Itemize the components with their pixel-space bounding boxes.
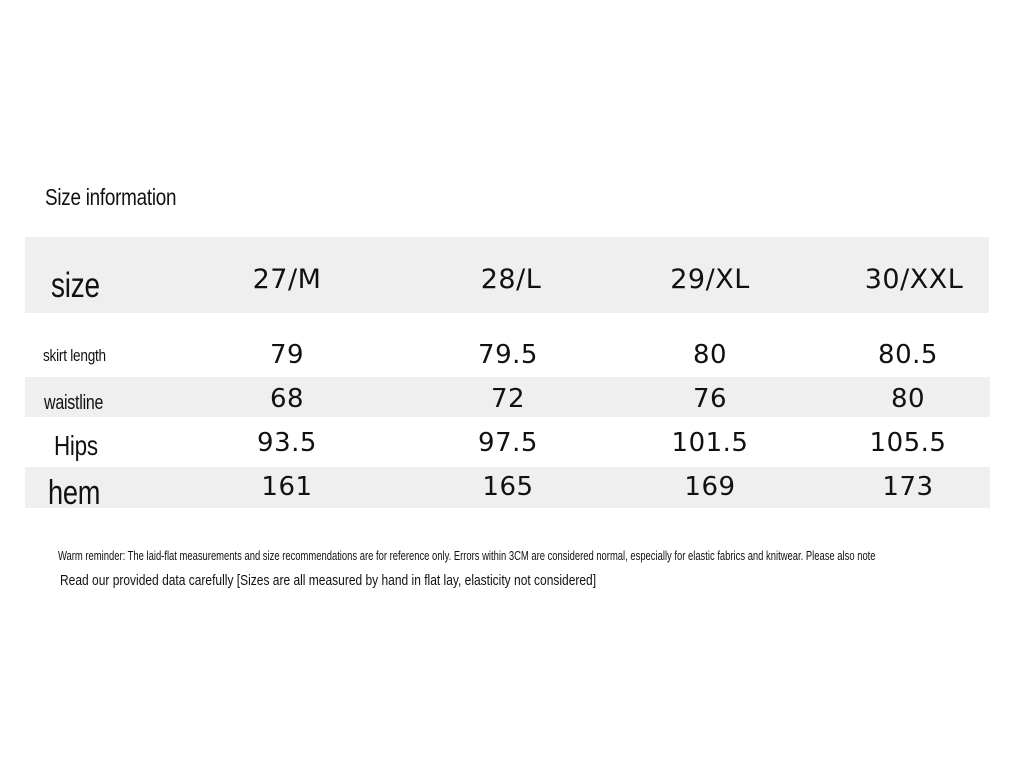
row-label-waistline: waistline bbox=[44, 392, 104, 414]
header-size-28l: 28/L bbox=[480, 264, 542, 295]
table-row-band-waistline bbox=[25, 377, 990, 417]
header-size-30xxl: 30/XXL bbox=[864, 264, 964, 295]
cell-waistline-29xl: 76 bbox=[692, 384, 728, 414]
cell-skirt-length-29xl: 80 bbox=[692, 340, 728, 370]
header-size-29xl: 29/XL bbox=[670, 264, 750, 295]
cell-hem-27m: 161 bbox=[261, 472, 313, 502]
cell-hem-28l: 165 bbox=[482, 472, 534, 502]
cell-hem-29xl: 169 bbox=[684, 472, 736, 502]
cell-waistline-28l: 72 bbox=[490, 384, 526, 414]
cell-skirt-length-28l: 79.5 bbox=[478, 340, 538, 370]
cell-hips-27m: 93.5 bbox=[257, 428, 317, 458]
header-size-label: size bbox=[51, 266, 100, 305]
row-label-hips: Hips bbox=[54, 430, 98, 461]
cell-hips-30xxl: 105.5 bbox=[869, 428, 947, 458]
cell-waistline-30xxl: 80 bbox=[890, 384, 926, 414]
table-header-band bbox=[25, 237, 989, 313]
warm-reminder-note: Warm reminder: The laid-flat measurement… bbox=[58, 548, 876, 563]
cell-waistline-27m: 68 bbox=[269, 384, 305, 414]
measurement-note: Read our provided data carefully [Sizes … bbox=[60, 572, 597, 589]
header-size-27m: 27/M bbox=[252, 264, 322, 295]
cell-skirt-length-30xxl: 80.5 bbox=[878, 340, 938, 370]
row-label-hem: hem bbox=[48, 474, 101, 512]
row-label-skirt-length: skirt length bbox=[43, 346, 106, 365]
cell-hips-28l: 97.5 bbox=[478, 428, 538, 458]
cell-skirt-length-27m: 79 bbox=[269, 340, 305, 370]
table-row-band-hem bbox=[25, 467, 990, 508]
cell-hem-30xxl: 173 bbox=[882, 472, 934, 502]
page-title: Size information bbox=[45, 184, 177, 210]
cell-hips-29xl: 101.5 bbox=[671, 428, 749, 458]
